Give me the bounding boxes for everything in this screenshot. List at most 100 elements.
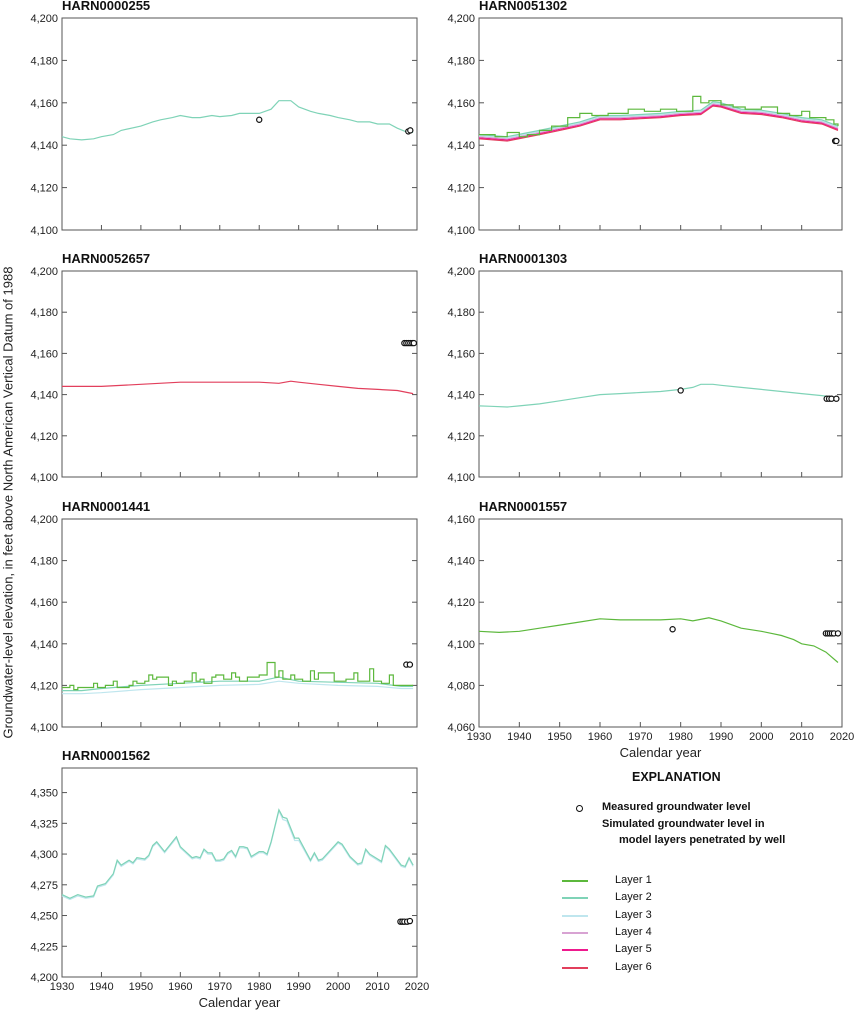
y-tick-label: 4,120 xyxy=(447,431,475,443)
y-tick-label: 4,100 xyxy=(447,639,475,651)
y-tick-label: 4,200 xyxy=(30,514,58,526)
y-tick-label: 4,060 xyxy=(447,722,475,734)
y-tick-label: 4,180 xyxy=(30,556,58,568)
y-tick-label: 4,350 xyxy=(30,788,58,800)
y-tick-label: 4,200 xyxy=(447,266,475,278)
plot-frame xyxy=(61,270,418,478)
x-tick-label: 1980 xyxy=(668,731,692,743)
measured-point xyxy=(407,127,414,134)
panel-HARN0000255: HARN0000255 4,100 4,120 4,140 4,160 4,180 4,20… xyxy=(30,0,418,237)
panel-title: HARN0001562 xyxy=(62,748,150,763)
x-tick-label: 2010 xyxy=(789,731,813,743)
y-tick-label: 4,140 xyxy=(447,390,475,402)
y-tick-label: 4,120 xyxy=(30,680,58,692)
x-tick-label: 1930 xyxy=(467,731,491,743)
y-tick-label: 4,275 xyxy=(30,880,58,892)
x-axis-label: Calendar year xyxy=(620,745,702,760)
x-tick-label: 1960 xyxy=(588,731,612,743)
y-tick-label: 4,140 xyxy=(447,556,475,568)
panel-title: HARN0051302 xyxy=(479,0,567,13)
series-layer-2 xyxy=(62,676,414,692)
y-tick-label: 4,160 xyxy=(30,348,58,360)
x-axis-label: Calendar year xyxy=(199,995,281,1010)
y-tick-label: 4,200 xyxy=(30,266,58,278)
panel-title: HARN0000255 xyxy=(62,0,150,13)
y-tick-label: 4,100 xyxy=(30,472,58,484)
y-tick-label: 4,080 xyxy=(447,680,475,692)
y-tick-label: 4,160 xyxy=(30,597,58,609)
y-tick-label: 4,160 xyxy=(447,348,475,360)
y-tick-label: 4,300 xyxy=(30,849,58,861)
y-tick-label: 4,120 xyxy=(447,597,475,609)
legend-layer-2-label: Layer 2 xyxy=(615,891,652,904)
y-tick-label: 4,200 xyxy=(30,13,58,25)
plot-frame xyxy=(61,17,418,231)
x-tick-label: 1990 xyxy=(286,981,310,993)
y-tick-label: 4,200 xyxy=(30,972,58,984)
x-tick-label: 1980 xyxy=(247,981,271,993)
x-tick-label: 2010 xyxy=(365,981,389,993)
legend-simulated-label-2: model layers penetrated by well xyxy=(619,834,786,846)
legend-layer-1-label: Layer 1 xyxy=(615,874,652,886)
series-layer-2 xyxy=(478,101,839,138)
series-layer-2 xyxy=(478,383,839,408)
x-tick-label: 2000 xyxy=(326,981,350,993)
y-tick-label: 4,180 xyxy=(447,307,475,319)
plot-frame xyxy=(61,767,418,978)
y-tick-label: 4,140 xyxy=(30,390,58,402)
series-layer-1 xyxy=(62,661,414,691)
series-layer-5 xyxy=(478,104,839,141)
x-tick-label: 1970 xyxy=(208,981,232,993)
y-tick-label: 4,180 xyxy=(447,55,475,67)
legend-title: EXPLANATION xyxy=(632,770,721,784)
legend-layer-5-swatch xyxy=(562,949,588,952)
plot-frame xyxy=(478,17,843,231)
y-tick-label: 4,160 xyxy=(447,514,475,526)
panel-HARN0052657: HARN0052657 4,100 4,120 4,140 4,160 4,180 4,20… xyxy=(30,251,418,484)
measured-point xyxy=(410,339,418,347)
legend-layer-3-label: Layer 3 xyxy=(615,908,652,921)
x-tick-label: 2020 xyxy=(830,731,854,743)
panel-title: HARN0001303 xyxy=(479,251,567,266)
x-tick-label: 1950 xyxy=(129,981,153,993)
legend-layer-6-label: Layer 6 xyxy=(615,960,652,973)
panel-HARN0001557: HARN0001557 4,060 4,080 4,100 4,120 4,140 4,16… xyxy=(447,499,854,760)
x-tick-label: 1930 xyxy=(50,981,74,993)
legend-measured-label: Measured groundwater level xyxy=(602,801,751,813)
measured-point xyxy=(406,661,414,668)
measured-marker-icon xyxy=(576,805,583,812)
legend-layer-3-swatch xyxy=(562,914,588,917)
legend-layer-4-label: Layer 4 xyxy=(615,925,652,938)
y-tick-label: 4,100 xyxy=(447,225,475,237)
y-tick-label: 4,250 xyxy=(30,911,58,923)
y-tick-label: 4,160 xyxy=(30,98,58,110)
x-tick-label: 2020 xyxy=(405,981,429,993)
series-layer-4 xyxy=(478,103,839,140)
y-tick-label: 4,140 xyxy=(30,639,58,651)
y-tick-label: 4,325 xyxy=(30,818,58,830)
y-tick-label: 4,120 xyxy=(447,183,475,195)
legend-layer-5-label: Layer 5 xyxy=(615,943,652,956)
x-tick-label: 1970 xyxy=(628,731,652,743)
series-layer-3 xyxy=(478,102,839,139)
y-axis-label: Groundwater-level elevation, in feet abo… xyxy=(0,266,16,739)
y-tick-label: 4,140 xyxy=(30,140,58,152)
x-tick-label: 1960 xyxy=(168,981,192,993)
panel-HARN0051302: HARN0051302 4,100 4,120 4,140 4,160 4,180 4,20… xyxy=(447,0,843,237)
measured-point xyxy=(833,395,840,402)
measured-point xyxy=(833,137,840,145)
x-tick-label: 1940 xyxy=(89,981,113,993)
y-tick-label: 4,225 xyxy=(30,941,58,953)
measured-point xyxy=(669,626,676,633)
x-tick-label: 1990 xyxy=(709,731,733,743)
x-tick-label: 2000 xyxy=(749,731,773,743)
y-tick-label: 4,100 xyxy=(30,225,58,237)
legend-simulated-label-1: Simulated groundwater level in xyxy=(602,818,765,830)
legend-layer-2-swatch xyxy=(562,897,588,900)
panel-HARN0001441: HARN0001441 4,100 4,120 4,140 4,160 4,180 4,20… xyxy=(30,499,418,734)
plot-frame xyxy=(478,270,843,478)
series-layer-2 xyxy=(61,808,414,899)
plot-frame xyxy=(61,518,418,728)
